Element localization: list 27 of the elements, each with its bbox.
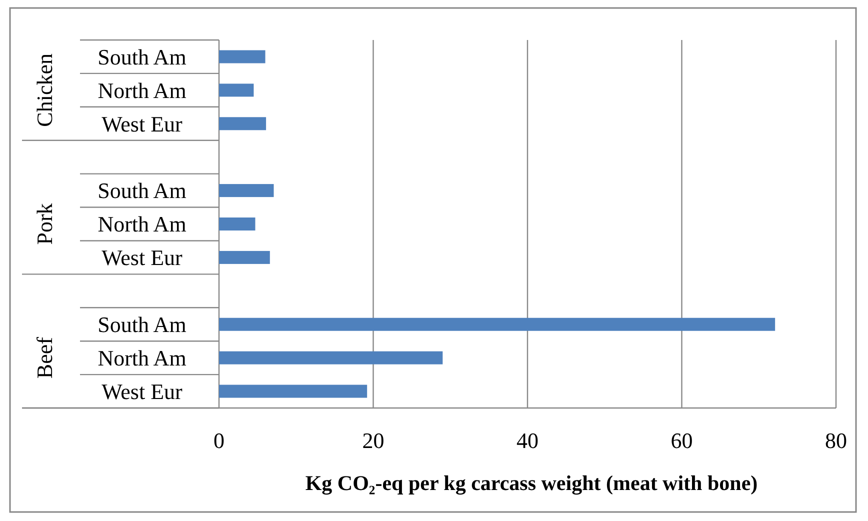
x-tick-label: 80	[825, 428, 847, 453]
bar	[219, 351, 443, 364]
y-tick-label: West Eur	[102, 245, 184, 270]
y-tick-label: South Am	[98, 178, 186, 204]
x-tick-label: 0	[214, 428, 224, 453]
bar	[219, 50, 266, 64]
y-tick-label: South Am	[98, 44, 186, 70]
bar	[219, 318, 776, 331]
y-tick-label: North Am	[98, 346, 186, 371]
x-tick-label: 40	[516, 428, 538, 453]
bar	[219, 218, 256, 230]
bar	[219, 384, 368, 398]
x-tick-label: 60	[670, 428, 693, 453]
text: Beef	[32, 336, 57, 379]
bar	[219, 184, 274, 198]
text: Pork	[32, 203, 57, 245]
bar	[219, 84, 254, 97]
y-tick-label: West Eur	[102, 378, 184, 404]
y-tick-label: North Am	[98, 212, 186, 237]
y-tick-label: North Am	[98, 78, 186, 103]
bar	[219, 117, 266, 130]
x-axis-title: Kg CO₂-eq per kg carcass weight (meat with bone)	[305, 471, 758, 495]
bar	[219, 250, 270, 264]
text: Chicken	[32, 54, 57, 127]
y-tick-label: South Am	[98, 312, 186, 338]
y-tick-label: West Eur	[102, 111, 184, 136]
x-tick-label: 20	[362, 428, 384, 453]
